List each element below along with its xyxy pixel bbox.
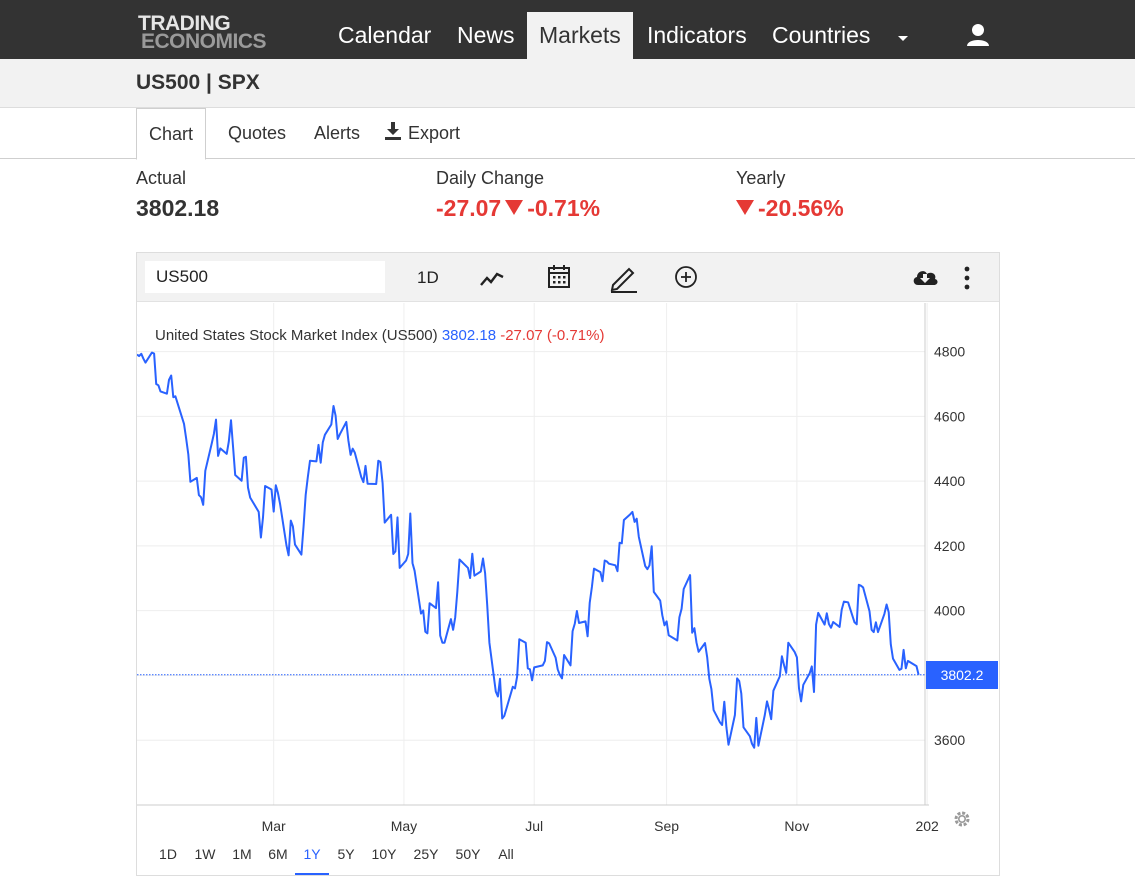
range-5y[interactable]: 5Y (337, 846, 355, 862)
range-6m[interactable]: 6M (268, 846, 288, 862)
gear-icon[interactable] (952, 809, 972, 829)
tab-export[interactable]: Export (384, 108, 460, 159)
more-vertical-icon[interactable] (963, 265, 971, 295)
legend-price: 3802.18 (441, 327, 497, 344)
draw-pencil-icon[interactable] (609, 263, 639, 293)
range-25y[interactable]: 25Y (413, 846, 439, 862)
chart-panel: 1D 3600380040004200440046004800MarMayJul… (136, 252, 1000, 876)
brand-logo[interactable]: TRADING ECONOMICS (138, 13, 298, 53)
title-bar: US500 | SPX (0, 59, 1135, 108)
actual-value: 3802.18 (136, 195, 220, 221)
down-triangle-icon (736, 200, 754, 215)
chart-toolbar: 1D (137, 253, 999, 302)
y-tick-label: 4800 (934, 344, 965, 360)
daily-change-label: Daily Change (436, 168, 545, 188)
y-tick-label: 4400 (934, 473, 965, 489)
tab-alerts[interactable]: Alerts (314, 123, 361, 143)
legend-change: -27.07 (-0.71%) (500, 327, 605, 344)
interval-button[interactable]: 1D (417, 268, 439, 287)
tab-quotes[interactable]: Quotes (228, 123, 287, 143)
caret-down-icon[interactable] (893, 24, 913, 48)
tab-chart[interactable]: Chart (136, 108, 207, 160)
y-tick-label: 4600 (934, 408, 965, 424)
yearly-value: -20.56% (736, 195, 844, 222)
x-tick-label: Nov (784, 818, 809, 834)
x-tick-label: 202 (915, 818, 939, 834)
daily-change-amount: -27.07 (436, 195, 502, 221)
download-icon (384, 110, 402, 140)
symbol-input[interactable] (145, 261, 385, 293)
tab-export-label: Export (408, 123, 461, 143)
y-tick-label: 4200 (934, 538, 965, 554)
sub-tabs: Chart Quotes Alerts Export (0, 108, 1135, 160)
brand-line-1: TRADING (138, 12, 231, 35)
x-tick-label: Sep (654, 818, 679, 834)
cloud-download-icon[interactable] (911, 266, 939, 296)
yearly-percent: -20.56% (758, 195, 844, 221)
chart-type-icon[interactable] (479, 265, 505, 295)
y-tick-label: 4000 (934, 603, 965, 619)
actual-label: Actual (136, 168, 187, 188)
top-nav: TRADING ECONOMICS Calendar News Markets … (0, 0, 1135, 59)
nav-markets[interactable]: Markets (527, 12, 633, 59)
range-all[interactable]: All (498, 846, 514, 862)
legend-name: United States Stock Market Index (US500) (155, 327, 438, 344)
range-1y[interactable]: 1Y (295, 843, 329, 875)
last-price-tag: 3802.2 (926, 660, 998, 689)
brand-line-2: ECONOMICS (141, 30, 267, 53)
user-icon[interactable] (964, 22, 992, 48)
nav-news[interactable]: News (457, 22, 515, 48)
nav-countries[interactable]: Countries (772, 22, 871, 48)
range-1d[interactable]: 1D (159, 846, 177, 862)
range-selector: 1D 1W 1M 6M 1Y 5Y 10Y 25Y 50Y All (137, 843, 637, 875)
down-triangle-icon (505, 200, 524, 215)
nav-indicators[interactable]: Indicators (647, 22, 747, 48)
nav-calendar[interactable]: Calendar (338, 22, 432, 48)
chart-area: 3600380040004200440046004800MarMayJulSep… (137, 303, 999, 875)
daily-change-percent: -0.71% (527, 195, 601, 221)
price-chart[interactable]: 3600380040004200440046004800MarMayJulSep… (137, 303, 999, 875)
page-title: US500 | SPX (136, 71, 260, 94)
range-1w[interactable]: 1W (194, 846, 216, 862)
price-series-line (137, 351, 920, 749)
x-tick-label: May (391, 818, 417, 834)
chart-legend: United States Stock Market Index (US500)… (155, 327, 604, 344)
x-tick-label: Jul (525, 818, 543, 834)
daily-change-value: -27.07 -0.71% (436, 195, 600, 222)
range-50y[interactable]: 50Y (455, 846, 481, 862)
y-tick-label: 3600 (934, 732, 965, 748)
yearly-label: Yearly (736, 168, 786, 188)
range-10y[interactable]: 10Y (371, 846, 397, 862)
add-compare-icon[interactable] (674, 265, 698, 295)
range-1m[interactable]: 1M (232, 846, 252, 862)
calendar-icon[interactable] (547, 264, 571, 294)
x-tick-label: Mar (262, 818, 286, 834)
